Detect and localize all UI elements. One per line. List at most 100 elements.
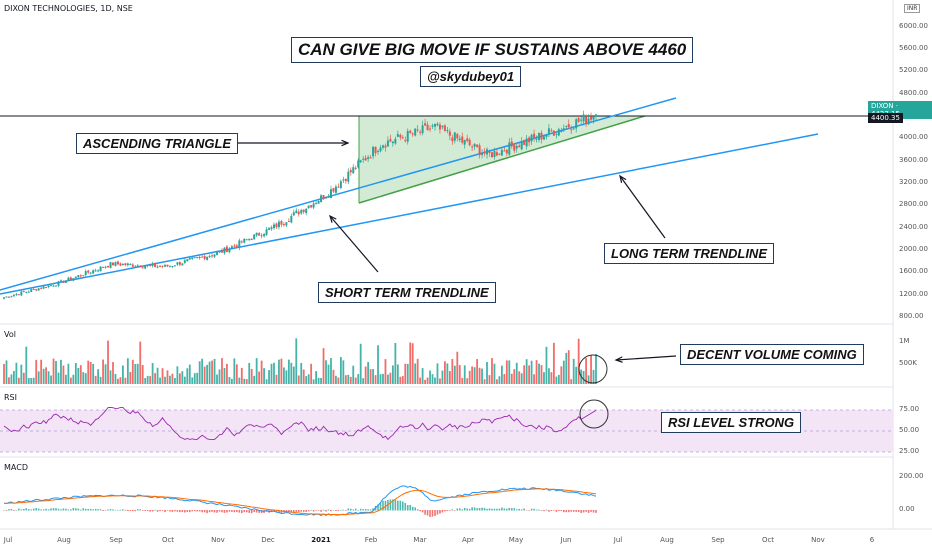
macd-histogram-bar — [186, 510, 189, 512]
macd-histogram-bar — [77, 508, 80, 511]
candle-body — [216, 252, 219, 255]
macd-signal-line — [3, 488, 597, 516]
candle-body — [419, 131, 422, 133]
macd-histogram-bar — [483, 507, 486, 511]
volume-bar — [300, 362, 303, 384]
macd-histogram-bar — [300, 510, 303, 512]
volume-bar — [396, 364, 399, 384]
macd-histogram-bar — [478, 508, 481, 511]
macd-histogram-bar — [426, 510, 429, 516]
candle-body — [87, 270, 90, 273]
volume-bar — [265, 379, 268, 384]
macd-histogram-bar — [394, 499, 397, 511]
macd-histogram-bar — [518, 508, 521, 511]
volume-bar — [545, 346, 548, 384]
volume-bars — [3, 338, 597, 384]
macd-histogram-bar — [255, 510, 258, 513]
rsi-highlight-circle — [579, 399, 609, 429]
macd-histogram-bar — [446, 510, 449, 511]
candle-body — [590, 116, 593, 120]
volume-bar — [515, 362, 518, 384]
macd-histogram-bar — [404, 503, 407, 511]
macd-histogram-bar — [218, 510, 221, 512]
candle-body — [320, 195, 323, 202]
volume-bar — [530, 360, 533, 384]
candle-body — [473, 143, 476, 147]
price-axis-tick: 2400.00 — [899, 222, 928, 231]
candle-body — [557, 129, 560, 136]
candle-body — [102, 266, 105, 268]
macd-pane-label: MACD — [4, 463, 28, 472]
volume-bar — [196, 372, 199, 384]
volume-bar — [453, 365, 456, 384]
volume-bar — [275, 374, 278, 384]
volume-bar — [55, 360, 57, 384]
candle-body — [111, 262, 114, 266]
macd-histogram-bar — [13, 510, 15, 511]
macd-histogram-bar — [278, 510, 280, 513]
macd-histogram-bar — [236, 510, 238, 513]
volume-bar — [500, 365, 503, 384]
volume-bar — [146, 375, 149, 384]
macd-histogram-bar — [555, 510, 558, 512]
macd-histogram-bar — [409, 504, 412, 511]
candle-body — [542, 136, 545, 140]
time-axis-tick: Oct — [161, 536, 175, 544]
candle-body — [510, 141, 513, 147]
candle-body — [196, 257, 199, 259]
candle-body — [107, 265, 110, 268]
volume-bar — [461, 377, 464, 384]
candle-body — [535, 138, 538, 140]
candle-body — [213, 254, 216, 257]
candle-body — [57, 281, 60, 286]
volume-bar — [144, 378, 147, 384]
macd-histogram-bar — [196, 510, 199, 512]
volume-bar — [332, 369, 335, 384]
volume-bar — [292, 366, 295, 384]
macd-histogram-bar — [139, 509, 142, 511]
volume-bar — [121, 365, 124, 384]
macd-histogram-bar — [449, 510, 451, 511]
time-axis-tick: Feb — [364, 536, 378, 544]
candle-body — [545, 134, 548, 137]
macd-histogram-bar — [416, 509, 419, 511]
short-term-trendline-arrow-head — [328, 214, 337, 223]
macd-histogram-bar — [136, 509, 139, 511]
volume-bar — [349, 376, 352, 384]
candle-body — [7, 296, 10, 298]
volume-bar — [471, 366, 474, 384]
time-axis-tick: Sep — [109, 536, 123, 544]
candle-body — [352, 167, 355, 174]
candle-body — [381, 145, 384, 148]
volume-bar — [330, 358, 332, 384]
volume-bar — [540, 365, 543, 384]
candle-body — [334, 186, 337, 193]
candle-body — [520, 141, 523, 150]
rsi-axis-tick: 25.00 — [899, 447, 920, 455]
macd-histogram-bar — [206, 510, 208, 514]
macd-histogram-bar — [501, 507, 503, 511]
short-term-trendline-annotation: SHORT TERM TRENDLINE — [318, 282, 496, 303]
candle-body — [431, 125, 434, 127]
macd-histogram-bar — [141, 510, 144, 511]
price-axis-tick: 4000.00 — [899, 133, 928, 142]
candle-body — [208, 255, 211, 257]
macd-histogram-bar — [40, 509, 42, 511]
candle-body — [374, 146, 377, 154]
time-axis-tick: Oct — [761, 536, 775, 544]
macd-histogram-bar — [65, 508, 67, 511]
volume-bar — [592, 369, 595, 384]
volume-bar — [191, 377, 194, 384]
macd-histogram-bar — [288, 510, 290, 512]
volume-bar — [32, 377, 35, 384]
macd-histogram-bar — [240, 510, 243, 514]
candle-body — [533, 133, 536, 138]
candle-body — [280, 221, 283, 225]
volume-bar — [562, 360, 565, 384]
macd-histogram-bar — [421, 510, 424, 513]
volume-bar — [448, 371, 451, 384]
candle-body — [483, 151, 486, 154]
volume-bar — [431, 374, 434, 384]
macd-histogram-bar — [466, 508, 468, 511]
volume-bar — [255, 358, 258, 384]
